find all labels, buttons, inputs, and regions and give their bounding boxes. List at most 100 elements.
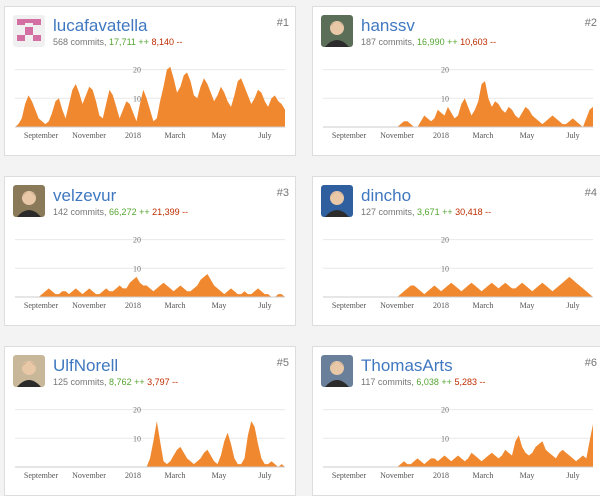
pink-identicon-icon[interactable] — [13, 15, 45, 47]
chart-svg: 10 20 September November 2018 March May July — [15, 66, 285, 140]
contributor-stats: 117 commits, 6,038 ++ 5,283 -- — [361, 377, 486, 387]
x-axis-label: November — [72, 131, 106, 140]
additions-count: 16,990 ++ — [417, 37, 458, 47]
person-avatar-icon[interactable] — [321, 15, 353, 47]
commit-count[interactable]: 117 commits — [361, 377, 412, 387]
commit-area-series — [15, 66, 285, 127]
contributor-card: velzevur 142 commits, 66,272 ++ 21,399 --… — [4, 176, 296, 326]
x-axis-label: July — [258, 131, 271, 140]
contributor-stats: 127 commits, 3,671 ++ 30,418 -- — [361, 207, 492, 217]
y-tick-label: 20 — [441, 406, 449, 415]
person-avatar-icon[interactable] — [321, 185, 353, 217]
x-axis-label: March — [165, 471, 186, 480]
chart-svg: 10 20 September November 2018 March May July — [323, 66, 593, 140]
contributor-stats: 142 commits, 66,272 ++ 21,399 -- — [53, 207, 189, 217]
deletions-count: 5,283 -- — [454, 377, 486, 387]
rank-label: #1 — [276, 17, 289, 29]
commit-count[interactable]: 142 commits — [53, 207, 105, 217]
rank-label: #5 — [276, 357, 289, 369]
commit-activity-chart: 10 20 September November 2018 March May July — [317, 57, 599, 147]
commit-activity-chart: 10 20 September November 2018 March May July — [317, 227, 599, 317]
x-axis-label: November — [72, 471, 106, 480]
commit-activity-chart: 10 20 September November 2018 March May July — [9, 397, 291, 487]
commit-count[interactable]: 568 commits — [53, 37, 105, 47]
x-axis-label: July — [258, 471, 271, 480]
x-axis-label: November — [380, 471, 414, 480]
commit-area-series — [15, 274, 285, 297]
deletions-count: 30,418 -- — [455, 207, 492, 217]
x-axis-label: September — [24, 471, 59, 480]
contributor-username[interactable]: hanssv — [361, 16, 415, 35]
person-avatar-icon[interactable] — [13, 355, 45, 387]
x-axis-label: May — [212, 131, 227, 140]
x-axis-label: March — [165, 131, 186, 140]
x-axis-label: July — [566, 471, 579, 480]
y-tick-label: 20 — [133, 406, 141, 415]
x-axis-label: 2018 — [125, 301, 141, 310]
x-axis-label: 2018 — [433, 301, 449, 310]
y-tick-label: 10 — [441, 264, 449, 273]
x-axis-label: May — [212, 301, 227, 310]
contributor-username[interactable]: lucafavatella — [53, 16, 148, 35]
y-tick-label: 20 — [441, 236, 449, 245]
contributor-card: hanssv 187 commits, 16,990 ++ 10,603 -- #2… — [312, 6, 600, 156]
y-tick-label: 20 — [133, 66, 141, 75]
commit-count[interactable]: 127 commits — [361, 207, 413, 217]
additions-count: 17,711 ++ — [109, 37, 149, 47]
commit-area-series — [15, 421, 285, 467]
x-axis-label: September — [24, 301, 59, 310]
y-tick-label: 10 — [133, 94, 141, 103]
chart-svg: 10 20 September November 2018 March May July — [15, 406, 285, 480]
commit-area-series — [323, 81, 593, 127]
commit-count[interactable]: 125 commits — [53, 377, 105, 387]
commit-area-series — [323, 424, 593, 467]
rank-label: #6 — [584, 357, 597, 369]
chart-svg: 10 20 September November 2018 March May July — [323, 406, 593, 480]
person-avatar-icon[interactable] — [13, 185, 45, 217]
deletions-count: 8,140 -- — [151, 37, 183, 47]
x-axis-label: March — [473, 301, 494, 310]
x-axis-label: 2018 — [433, 471, 449, 480]
x-axis-label: September — [332, 301, 367, 310]
contributor-username[interactable]: UlfNorell — [53, 356, 119, 375]
x-axis-label: 2018 — [125, 131, 141, 140]
x-axis-label: November — [380, 131, 414, 140]
y-tick-label: 20 — [441, 66, 449, 75]
x-axis-label: March — [473, 131, 494, 140]
contributor-stats: 125 commits, 8,762 ++ 3,797 -- — [53, 377, 179, 387]
contributor-stats: 187 commits, 16,990 ++ 10,603 -- — [361, 37, 497, 47]
commit-activity-chart: 10 20 September November 2018 March May July — [9, 227, 291, 317]
contributor-username[interactable]: ThomasArts — [361, 356, 453, 375]
commit-activity-chart: 10 20 September November 2018 March May July — [9, 57, 291, 147]
x-axis-label: September — [24, 131, 59, 140]
y-tick-label: 20 — [133, 236, 141, 245]
rank-label: #4 — [584, 187, 597, 199]
contributor-card: dincho 127 commits, 3,671 ++ 30,418 -- #4 1… — [312, 176, 600, 326]
contributor-username[interactable]: velzevur — [53, 186, 117, 205]
x-axis-label: July — [258, 301, 271, 310]
y-tick-label: 10 — [441, 94, 449, 103]
person-avatar-icon[interactable] — [321, 355, 353, 387]
deletions-count: 3,797 -- — [147, 377, 179, 387]
x-axis-label: March — [165, 301, 186, 310]
commit-count[interactable]: 187 commits — [361, 37, 413, 47]
x-axis-label: September — [332, 471, 367, 480]
x-axis-label: May — [520, 301, 535, 310]
x-axis-label: May — [212, 471, 227, 480]
chart-svg: 10 20 September November 2018 March May July — [323, 236, 593, 310]
contributor-card: ThomasArts 117 commits, 6,038 ++ 5,283 --… — [312, 346, 600, 496]
x-axis-label: 2018 — [433, 131, 449, 140]
deletions-count: 21,399 -- — [152, 207, 189, 217]
contributor-username[interactable]: dincho — [361, 186, 412, 205]
x-axis-label: 2018 — [125, 471, 141, 480]
contributor-stats: 568 commits, 17,711 ++ 8,140 -- — [53, 37, 183, 47]
deletions-count: 10,603 -- — [460, 37, 497, 47]
contributor-card: UlfNorell 125 commits, 8,762 ++ 3,797 -- #… — [4, 346, 296, 496]
x-axis-label: September — [332, 131, 367, 140]
x-axis-label: November — [72, 301, 106, 310]
y-tick-label: 10 — [133, 264, 141, 273]
y-tick-label: 10 — [133, 434, 141, 443]
rank-label: #2 — [584, 17, 597, 29]
contributor-card: lucafavatella 568 commits, 17,711 ++ 8,14… — [4, 6, 296, 156]
chart-svg: 10 20 September November 2018 March May July — [15, 236, 285, 310]
